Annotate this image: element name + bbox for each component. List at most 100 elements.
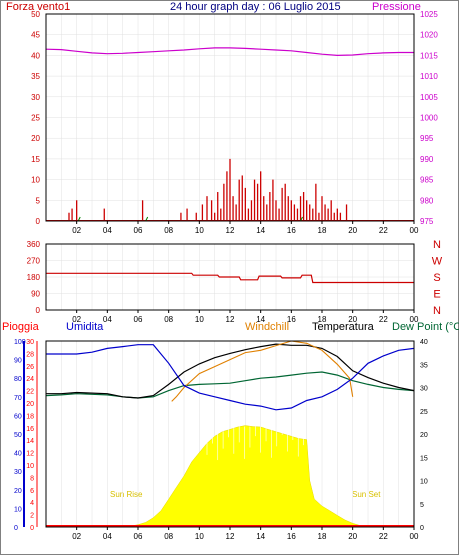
p3-tick-label-18: 18	[318, 532, 327, 541]
p3-tick-label-10: 10	[195, 532, 204, 541]
temperature-line	[46, 343, 415, 399]
humidity-axis-label-80: 80	[14, 376, 22, 383]
direction-axis-label-360: 360	[27, 240, 41, 249]
dewpoint-axis-label-35: 35	[420, 362, 428, 369]
humidity-axis-label-70: 70	[14, 395, 22, 402]
temp-axis-label-22: 22	[26, 389, 34, 396]
p1-tick-label-04: 04	[103, 226, 112, 235]
temp-axis-label-8: 8	[30, 475, 34, 482]
humidity-axis-label-90: 90	[14, 358, 22, 365]
p3-tick-label-12: 12	[226, 532, 235, 541]
pressure-axis-label-980: 980	[420, 196, 434, 205]
p1-tick-label-18: 18	[318, 226, 327, 235]
pressure-axis-label-1025: 1025	[420, 10, 438, 19]
sunset-label: Sun Set	[352, 490, 381, 499]
gust-marker	[145, 216, 149, 222]
temp-axis-label-10: 10	[26, 463, 34, 470]
pressure-axis-label-995: 995	[420, 134, 434, 143]
wind-axis-label-40: 40	[31, 51, 40, 60]
pressure-axis-label-975: 975	[420, 217, 434, 226]
gust-marker	[77, 216, 81, 222]
dewpoint-axis-label-5: 5	[420, 502, 424, 509]
humidity-axis-label-10: 10	[14, 506, 22, 513]
pressure-axis-label-1015: 1015	[420, 51, 438, 60]
wind-axis-label-45: 45	[31, 31, 40, 40]
wind-axis-label-35: 35	[31, 72, 40, 81]
temp-axis-label-4: 4	[30, 500, 34, 507]
gust-marker	[300, 216, 303, 222]
wind-axis-label-0: 0	[36, 217, 41, 226]
wind-axis-label-25: 25	[31, 114, 40, 123]
humidity-axis-label-20: 20	[14, 488, 22, 495]
p3-tick-label-02: 02	[72, 532, 81, 541]
temp-axis-label-20: 20	[26, 401, 34, 408]
p2-tick-label-04: 04	[103, 315, 112, 324]
humidity-label: Umidita	[66, 321, 104, 333]
p3-tick-label-08: 08	[164, 532, 173, 541]
compass-label-S-2: S	[433, 272, 440, 284]
temp-axis-label-14: 14	[26, 438, 34, 445]
humidity-axis-label-100: 100	[14, 339, 26, 346]
pressure-line	[45, 47, 414, 57]
dewpoint-axis-label-20: 20	[420, 432, 428, 439]
p1-tick-label-20: 20	[348, 226, 357, 235]
pressure-axis-label-985: 985	[420, 176, 434, 185]
dewpoint-axis-label-10: 10	[420, 479, 428, 486]
dewpoint-label: Dew Point (°C	[392, 321, 459, 333]
p2-tick-label-16: 16	[287, 315, 296, 324]
humidity-line	[46, 344, 415, 411]
chart-title: 24 hour graph day : 06 Luglio 2015	[170, 1, 341, 13]
p1-tick-label-14: 14	[256, 226, 265, 235]
pressure-axis-label-1005: 1005	[420, 93, 438, 102]
p2-tick-label-10: 10	[195, 315, 204, 324]
p3-tick-label-04: 04	[103, 532, 112, 541]
temp-axis-label-28: 28	[26, 351, 34, 358]
p2-tick-label-02: 02	[72, 315, 81, 324]
p2-tick-label-20: 20	[348, 315, 357, 324]
p2-tick-label-08: 08	[164, 315, 173, 324]
wind-axis-label-20: 20	[31, 134, 40, 143]
sunrise-label: Sun Rise	[110, 490, 143, 499]
pressure-label: Pressione	[372, 1, 421, 13]
temperature-label: Temperatura	[312, 321, 375, 333]
p1-tick-label-22: 22	[379, 226, 388, 235]
windchill-line	[171, 340, 354, 402]
p1-tick-label-02: 02	[72, 226, 81, 235]
chart-layer: 0510152025303540455097598098599099510001…	[14, 10, 443, 541]
humidity-axis-label-0: 0	[14, 525, 18, 532]
p2-tick-label-18: 18	[318, 315, 327, 324]
pressure-axis-label-1020: 1020	[420, 31, 438, 40]
humidity-axis-label-60: 60	[14, 413, 22, 420]
p3-tick-label-16: 16	[287, 532, 296, 541]
windchill-label: Windchill	[245, 321, 289, 333]
humidity-axis-label-40: 40	[14, 451, 22, 458]
rain-label: Pioggia	[2, 321, 40, 333]
humidity-axis-label-30: 30	[14, 469, 22, 476]
p3-tick-label-06: 06	[134, 532, 143, 541]
wind-label: Forza vento1	[6, 1, 70, 13]
dewpoint-line	[45, 371, 415, 399]
direction-axis-label-90: 90	[31, 290, 40, 299]
p2-tick-label-22: 22	[379, 315, 388, 324]
p3-tick-label-14: 14	[256, 532, 265, 541]
dewpoint-axis-label-30: 30	[420, 386, 428, 393]
dewpoint-axis-label-0: 0	[420, 525, 424, 532]
p1-tick-label-16: 16	[287, 226, 296, 235]
wind-axis-label-5: 5	[36, 196, 41, 205]
dewpoint-axis-label-15: 15	[420, 455, 428, 462]
p2-tick-label-12: 12	[226, 315, 235, 324]
solar-area	[122, 425, 369, 528]
p3-tick-label-20: 20	[348, 532, 357, 541]
temp-axis-label-2: 2	[30, 513, 34, 520]
wind-axis-label-30: 30	[31, 93, 40, 102]
temp-axis-label-30: 30	[26, 339, 34, 346]
compass-label-N-4: N	[433, 305, 441, 317]
p1-tick-label-06: 06	[134, 226, 143, 235]
humidity-axis-label-50: 50	[14, 432, 22, 439]
p2-tick-label-14: 14	[256, 315, 265, 324]
dewpoint-axis-label-40: 40	[420, 339, 428, 346]
p1-tick-label-08: 08	[164, 226, 173, 235]
compass-label-N-0: N	[433, 239, 441, 251]
